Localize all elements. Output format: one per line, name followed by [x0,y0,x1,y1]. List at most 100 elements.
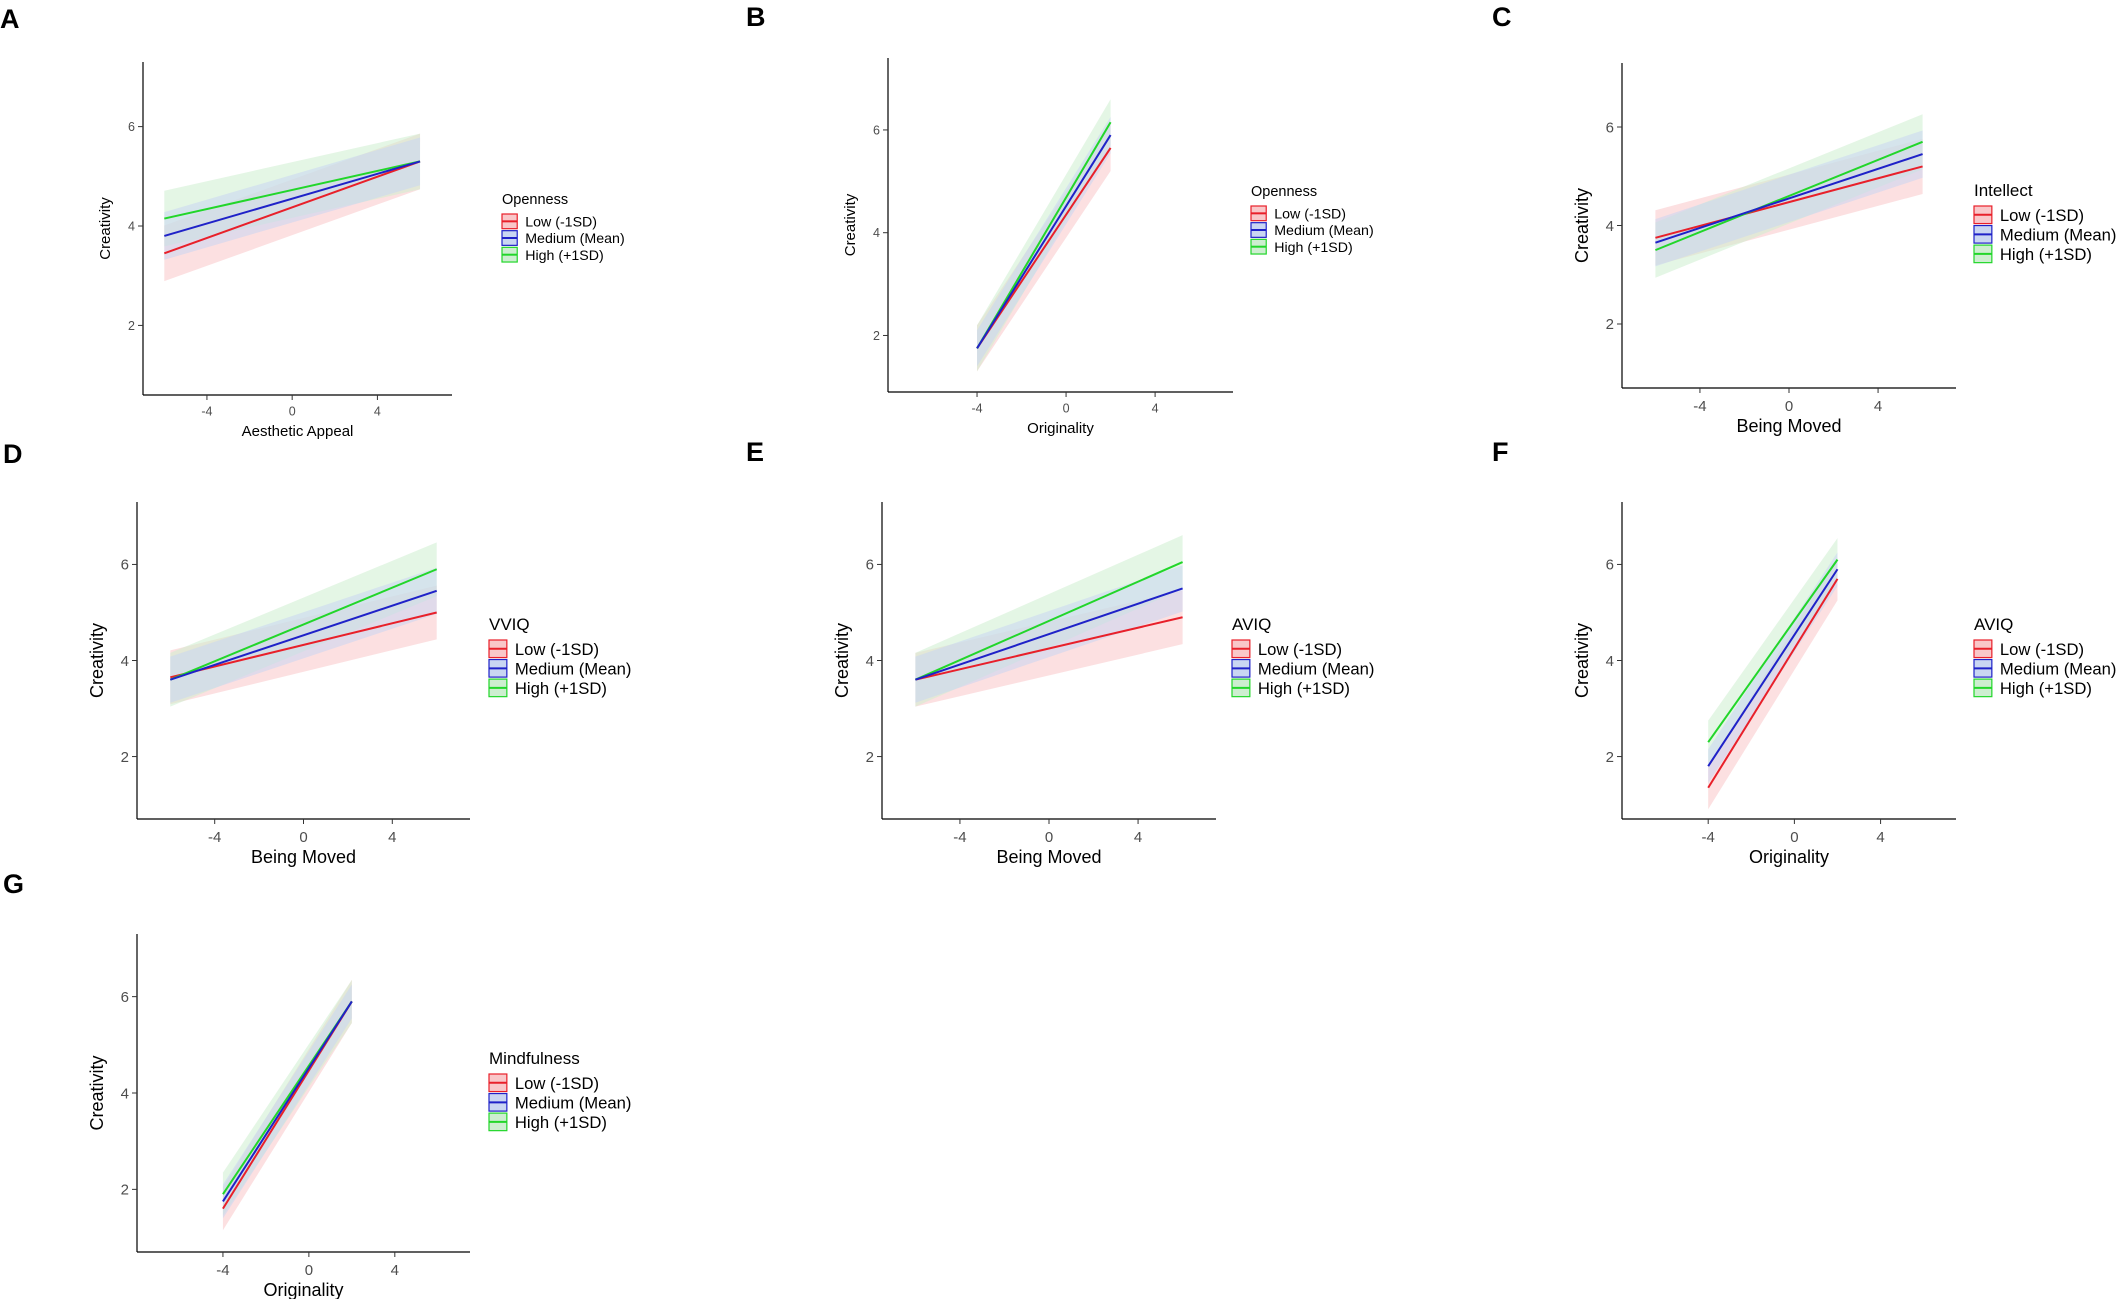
y-tick-label: 4 [121,653,129,670]
legend-label-low: Low (-1SD) [2000,640,2084,659]
y-tick-label: 6 [1606,119,1614,136]
legend-label-medium: Medium (Mean) [1274,223,1373,239]
legend: Openness Low (-1SD)Medium (Mean)High (+1S… [1250,184,1374,256]
legend-title: AVIQ [1974,615,2013,634]
x-tick-label: -4 [971,402,982,416]
legend-title: Openness [502,192,568,208]
legend-label-low: Low (-1SD) [2000,206,2084,225]
y-tick-label: 2 [1606,749,1614,766]
line-high [1655,140,1923,252]
y-tick-label: 2 [1606,316,1614,333]
line-high [976,121,1112,349]
line-medium [164,160,421,237]
y-tick-label: 2 [128,319,135,333]
legend-label-low: Low (-1SD) [515,1074,599,1093]
x-tick-label: 0 [1063,402,1070,416]
line-medium [976,134,1112,349]
y-axis-title: Creativity [87,1055,107,1130]
line-high [169,568,438,681]
y-tick-label: 4 [873,226,880,240]
x-tick-label: -4 [1693,398,1706,415]
x-tick-label: 4 [1152,402,1159,416]
y-axis-title: Creativity [842,193,859,256]
legend-title: Openness [1251,184,1317,200]
legend: VVIQ Low (-1SD)Medium (Mean)High (+1SD) [488,615,632,698]
x-tick-label: -4 [201,405,212,419]
legend: AVIQ Low (-1SD)Medium (Mean)High (+1SD) [1231,615,1374,698]
x-tick-label: 0 [1045,829,1053,846]
legend-label-medium: Medium (Mean) [515,659,632,678]
legend-title: AVIQ [1232,615,1271,634]
panel-letter: A [0,4,20,34]
y-axis-title: Creativity [97,197,114,260]
y-tick-label: 4 [1606,218,1614,235]
line-medium [915,587,1183,681]
y-axis-title: Creativity [1572,623,1592,698]
line-low [1655,165,1923,239]
legend-label-medium: Medium (Mean) [2000,659,2117,678]
legend-label-low: Low (-1SD) [525,215,597,231]
x-tick-label: 4 [391,1262,399,1279]
x-tick-label: 4 [1874,398,1882,415]
panel-letter: D [3,439,23,469]
x-tick-label: 4 [374,405,381,419]
x-tick-label: 0 [289,405,296,419]
y-axis-title: Creativity [87,623,107,698]
panel-letter: B [746,2,766,32]
panel-letter: C [1492,2,1512,32]
panel-letter: E [746,437,764,467]
chart-panel-b: B -4 0 4 2 4 6 Originality Creativity Openness Low… [746,2,1374,437]
legend-label-low: Low (-1SD) [1258,640,1342,659]
chart-panel-f: F -4 0 4 2 4 6 Originality Creativity AVIQ Low (-1… [1492,437,2116,867]
legend: Openness Low (-1SD)Medium (Mean)High (+1S… [501,192,625,264]
line-high [914,561,1184,681]
x-tick-label: -4 [953,829,966,846]
line-low [163,160,421,255]
legend-title: VVIQ [489,615,530,634]
line-low [976,147,1112,349]
x-axis-title: Originality [1749,847,1829,867]
x-tick-label: 0 [299,829,307,846]
y-tick-label: 6 [866,557,874,574]
line-high [164,160,421,220]
y-tick-label: 4 [121,1085,129,1102]
panel-letter: G [3,869,24,899]
y-tick-label: 4 [866,653,874,670]
x-axis-title: Being Moved [251,847,356,867]
legend-label-high: High (+1SD) [525,248,604,264]
y-tick-label: 2 [121,1182,129,1199]
x-tick-label: 0 [1790,829,1798,846]
line-medium [169,589,438,681]
line-low [1707,578,1839,789]
line-low [170,611,437,679]
legend-label-medium: Medium (Mean) [2000,225,2117,244]
chart-panel-c: C -4 0 4 2 4 6 Being Moved Creativity Intellect Lo… [1492,2,2116,436]
line-low [915,616,1183,681]
y-tick-label: 6 [873,123,880,137]
legend: AVIQ Low (-1SD)Medium (Mean)High (+1SD) [1973,615,2117,698]
line-medium [1655,153,1923,244]
chart-panel-g: G -4 0 4 2 4 6 Originality Creativity Mindfulness… [3,869,631,1299]
legend-label-high: High (+1SD) [2000,245,2092,264]
legend-label-low: Low (-1SD) [515,640,599,659]
legend-label-high: High (+1SD) [515,679,607,698]
x-tick-label: 4 [1134,829,1142,846]
chart-panel-d: D -4 0 4 2 4 6 Being Moved Creativity VVIQ Low (-1… [3,439,631,867]
x-axis-title: Originality [1027,420,1094,437]
x-tick-label: 0 [1785,398,1793,415]
legend-label-low: Low (-1SD) [1274,207,1346,223]
legend-title: Intellect [1974,181,2033,200]
y-tick-label: 2 [873,329,880,343]
y-tick-label: 6 [121,989,129,1006]
legend-title: Mindfulness [489,1049,580,1068]
line-medium [222,1000,353,1202]
x-tick-label: 4 [1876,829,1884,846]
chart-panel-e: E -4 0 4 2 4 6 Being Moved Creativity AVIQ Low (-1… [746,437,1374,867]
y-tick-label: 2 [866,749,874,766]
x-tick-label: -4 [216,1262,229,1279]
y-axis-title: Creativity [1572,188,1592,263]
y-tick-label: 4 [1606,653,1614,670]
chart-panel-a: A -4 0 4 2 4 6 Aesthetic Appeal Creativity Openne… [0,4,625,440]
y-tick-label: 6 [121,557,129,574]
